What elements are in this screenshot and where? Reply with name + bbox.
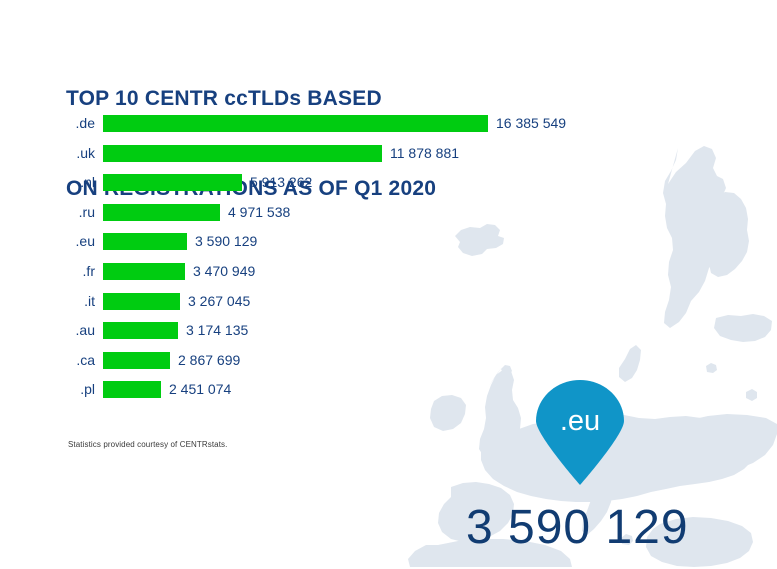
- bar-nl: [103, 174, 242, 192]
- bar-track: [103, 174, 242, 192]
- bar-track: [103, 144, 382, 162]
- bar-value-de: 16 385 549: [496, 115, 567, 131]
- bar-track: [103, 381, 161, 399]
- eu-map-pin[interactable]: .eu: [536, 380, 624, 485]
- bar-au: [103, 322, 178, 340]
- bar-label-uk: .uk: [76, 144, 95, 161]
- bar-it: [103, 292, 180, 310]
- page-title-line-1: TOP 10 CENTR ccTLDs BASED: [66, 87, 382, 111]
- bar-fr: [103, 262, 185, 280]
- bar-pl: [103, 381, 161, 399]
- bar-label-de: .de: [75, 115, 95, 131]
- map-pin-label: .eu: [559, 405, 601, 437]
- bar-track: [103, 322, 178, 340]
- bar-label-it: .it: [84, 292, 95, 309]
- bar-label-au: .au: [75, 322, 95, 339]
- bar-uk: [103, 144, 382, 162]
- bar-label-fr: .fr: [82, 262, 95, 279]
- bar-label-nl: .nl: [80, 174, 95, 191]
- bar-track: [103, 233, 187, 251]
- bar-label-ca: .ca: [76, 351, 95, 368]
- bar-label-eu: .eu: [75, 233, 95, 250]
- bar-value-it: 3 267 045: [188, 292, 251, 309]
- eu-registrations-total: 3 590 129: [466, 501, 689, 554]
- bar-track: [103, 262, 185, 280]
- bar-track: [103, 203, 220, 221]
- bar-value-pl: 2 451 074: [169, 381, 232, 398]
- bar-value-fr: 3 470 949: [193, 262, 256, 279]
- bar-value-eu: 3 590 129: [195, 233, 258, 250]
- bar-eu: [103, 233, 187, 251]
- chart-source-note: Statistics provided courtesy of CENTRsta…: [68, 440, 228, 449]
- bar-label-pl: .pl: [80, 381, 95, 398]
- bar-value-nl: 5 913 262: [250, 174, 313, 191]
- bar-track: [103, 292, 180, 310]
- bar-ru: [103, 203, 220, 221]
- bar-value-ca: 2 867 699: [178, 351, 241, 368]
- bar-value-au: 3 174 135: [186, 322, 249, 339]
- bar-track: [103, 351, 170, 369]
- bar-value-uk: 11 878 881: [390, 144, 460, 161]
- bar-de: [103, 115, 488, 132]
- bar-label-ru: .ru: [78, 203, 95, 220]
- bar-track: [103, 115, 488, 132]
- bar-ca: [103, 351, 170, 369]
- bar-value-ru: 4 971 538: [228, 203, 291, 220]
